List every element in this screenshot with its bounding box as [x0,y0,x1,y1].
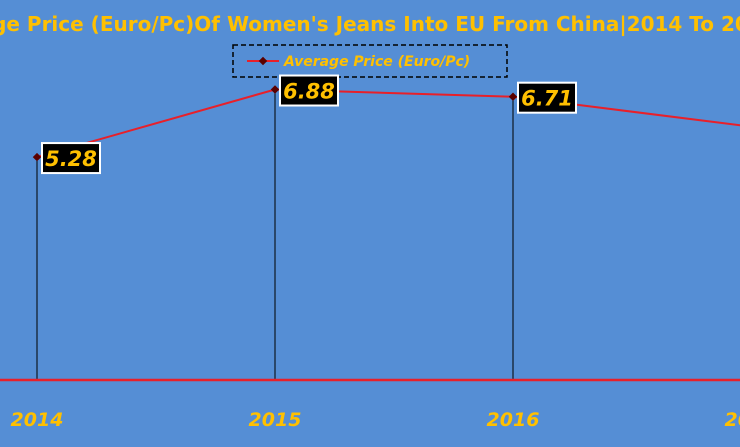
legend: Average Price (Euro/Pc) [232,44,508,78]
plot-area: 5.28 6.88 6.71 2014 2015 2016 2017 [0,74,740,431]
data-label-box-2014 [41,142,101,175]
x-tick-label-2014: 2014 [11,409,64,431]
data-label-2016: 6.71 [521,87,573,111]
x-tick-label-2015: 2015 [249,409,302,431]
data-label-box-2016 [517,81,577,114]
chart-title: Average Price (Euro/Pc)Of Women's Jeans … [0,12,740,36]
series-line-average-price [36,88,740,159]
legend-series-label: Average Price (Euro/Pc) [283,54,470,70]
data-label-2014: 5.28 [45,147,97,171]
data-label-2015: 6.88 [283,80,335,104]
x-tick-label-2016: 2016 [487,409,540,431]
legend-marker-icon [258,56,268,66]
data-point-2014 [32,152,42,162]
x-tick-label-2017: 2017 [725,409,740,431]
legend-box [232,44,508,78]
data-label-box-2015 [279,74,339,107]
data-point-2016 [508,92,518,101]
data-point-2015 [270,85,280,94]
